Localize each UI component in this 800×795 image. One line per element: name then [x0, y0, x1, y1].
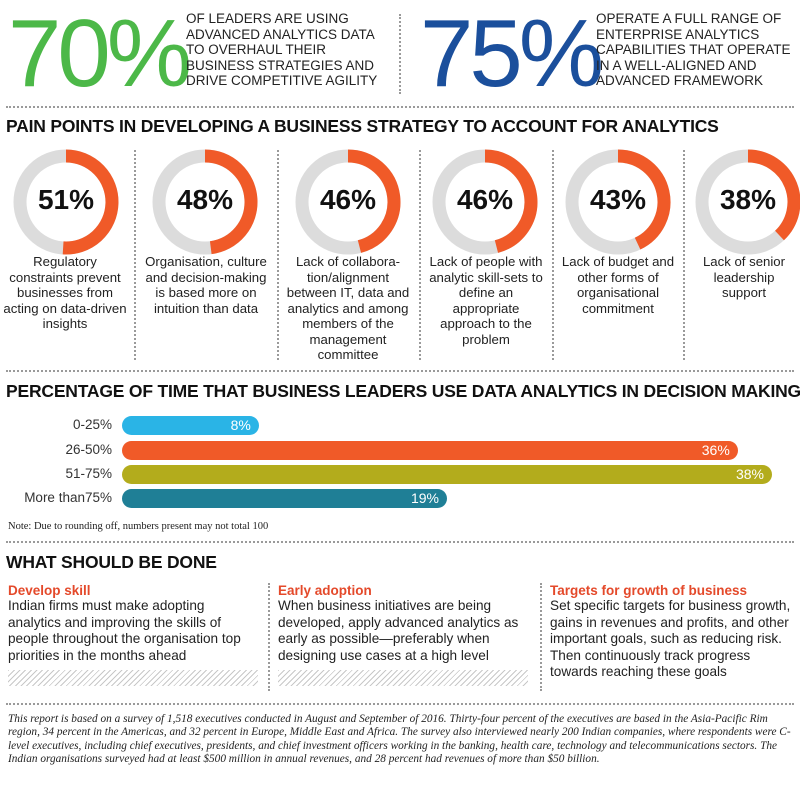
donut-value: 43%	[589, 184, 647, 215]
donut-value: 46%	[456, 184, 514, 215]
pain-divider-4	[552, 150, 554, 360]
donut-arc	[484, 149, 538, 253]
actions-separator	[6, 703, 794, 705]
pain-divider-2	[277, 150, 279, 360]
pain-point-donut: 38%	[694, 148, 800, 256]
hatch-decoration	[8, 670, 258, 686]
action-heading-targets: Targets for growth of business	[550, 583, 748, 598]
donut-value: 38%	[719, 184, 777, 215]
bar-chart-title: PERCENTAGE OF TIME THAT BUSINESS LEADERS…	[6, 381, 800, 401]
stat-75-percent: 75%	[420, 0, 604, 107]
action-body-early-adoption: When business initiatives are being deve…	[278, 598, 519, 663]
hatch-decoration	[278, 670, 528, 686]
stat-70-percent: 70%	[8, 0, 192, 107]
action-heading-early-adoption: Early adoption	[278, 583, 372, 598]
donut-caption: Regulatory constraints prevent businesse…	[3, 254, 127, 331]
actions-divider-1	[268, 583, 270, 691]
bar-value-label: 36%	[701, 442, 730, 458]
chart-separator	[6, 541, 794, 543]
bar-26-50: 36%	[122, 441, 738, 460]
donut-arc	[347, 149, 401, 253]
donut-arc	[204, 149, 258, 255]
stat-75-description: OPERATE A FULL RANGE OF ENTERPRISE ANALY…	[596, 11, 791, 88]
chart-note: Note: Due to rounding off, numbers prese…	[8, 521, 269, 532]
donut-arc	[62, 149, 119, 255]
header-divider	[399, 14, 401, 94]
action-heading-develop-skill: Develop skill	[8, 583, 91, 598]
donut-caption: Lack of collabora-tion/alignment between…	[286, 254, 410, 362]
donut-value: 46%	[319, 184, 377, 215]
action-body-targets: Set specific targets for business growth…	[550, 598, 791, 679]
donut-caption: Lack of senior leadership support	[702, 254, 786, 300]
pain-point-donut: 46%	[294, 148, 402, 256]
actions-title: WHAT SHOULD BE DONE	[6, 552, 217, 572]
donut-value: 51%	[37, 184, 95, 215]
bar-category-label: 51-75%	[65, 466, 112, 481]
pain-point-donut: 46%	[431, 148, 539, 256]
bar-51-75: 38%	[122, 465, 772, 484]
bar-value-label: 19%	[410, 490, 439, 506]
bar-more-than-75: 19%	[122, 489, 447, 508]
pain-point-donut: 48%	[151, 148, 259, 256]
donut-arc	[747, 149, 800, 241]
bar-0-25: 8%	[122, 416, 259, 435]
stat-70-description: OF LEADERS ARE USING ADVANCED ANALYTICS …	[186, 11, 378, 88]
bar-category-label: 0-25%	[72, 417, 112, 432]
header-separator	[6, 106, 794, 108]
pain-points-separator	[6, 370, 794, 372]
bar-category-label: 26-50%	[65, 442, 112, 457]
pain-divider-1	[134, 150, 136, 360]
bar-value-label: 8%	[230, 417, 251, 433]
donut-caption: Organisation, culture and decision-makin…	[145, 254, 267, 316]
pain-divider-5	[683, 150, 685, 360]
actions-divider-2	[540, 583, 542, 691]
pain-divider-3	[419, 150, 421, 360]
donut-caption: Lack of people with analytic skill-sets …	[429, 254, 543, 347]
pain-point-donut: 51%	[12, 148, 120, 256]
bar-value-label: 38%	[735, 466, 764, 482]
donut-value: 48%	[176, 184, 234, 215]
survey-methodology-footnote: This report is based on a survey of 1,51…	[8, 713, 791, 766]
pain-points-title: PAIN POINTS IN DEVELOPING A BUSINESS STR…	[6, 116, 719, 136]
action-body-develop-skill: Indian firms must make adopting analytic…	[8, 598, 241, 663]
donut-arc	[617, 149, 671, 250]
bar-category-label: More than75%	[24, 490, 112, 505]
donut-caption: Lack of budget and other forms of organi…	[561, 254, 675, 316]
pain-point-donut: 43%	[564, 148, 672, 256]
